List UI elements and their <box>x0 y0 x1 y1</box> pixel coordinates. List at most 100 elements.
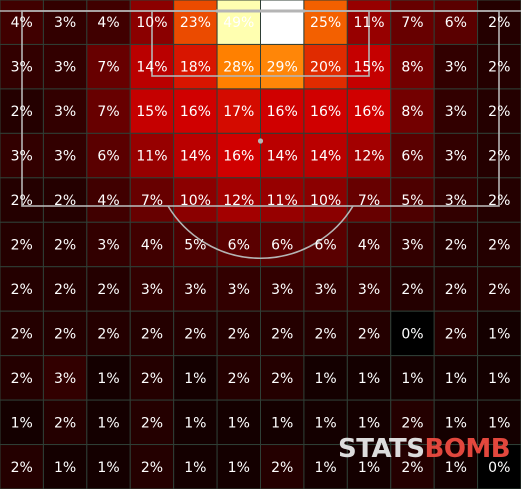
heatmap-cell-label: 7% <box>401 15 423 31</box>
heatmap-cell <box>173 177 218 223</box>
heatmap-cell-label: 4% <box>141 238 163 254</box>
heatmap-cell <box>346 177 392 223</box>
heatmap-cell-label: 2% <box>271 371 293 387</box>
heatmap-cell-label: 25% <box>310 15 341 31</box>
heatmap-cell-label: 15% <box>136 104 167 120</box>
heatmap-cell-label: 14% <box>136 60 167 76</box>
heatmap-cell <box>390 266 435 312</box>
heatmap-cell <box>477 221 521 268</box>
heatmap-cell-label: 14% <box>180 149 211 165</box>
heatmap-cell <box>42 399 88 446</box>
heatmap-cell-label: 1% <box>97 460 119 476</box>
heatmap-cell-label: 23% <box>180 15 211 31</box>
heatmap-cell-label: 1% <box>11 415 33 431</box>
heatmap-cell-label: 18% <box>180 60 211 76</box>
heatmap-cell-label: 4% <box>97 15 119 31</box>
heatmap-cell-label: 12% <box>353 149 384 165</box>
heatmap-cell-label: 1% <box>488 415 510 431</box>
heatmap-cell <box>477 266 521 312</box>
heatmap-cell-label: 7% <box>141 193 163 209</box>
heatmap-cell-label: 1% <box>271 415 293 431</box>
heatmap-cell-label: 3% <box>445 104 467 120</box>
heatmap-cell <box>86 177 131 223</box>
heatmap-cell-label: 2% <box>445 238 467 254</box>
heatmap-cell-label: 1% <box>184 415 206 431</box>
heatmap-cell <box>86 266 131 312</box>
heatmap-cell <box>303 221 348 268</box>
heatmap-cell <box>216 132 261 179</box>
heatmap-cell <box>260 266 305 312</box>
heatmap-cell <box>173 88 218 134</box>
heatmap-cell-label: 0% <box>401 326 423 342</box>
heatmap-cell <box>216 310 261 357</box>
heatmap-cell <box>346 221 392 268</box>
heatmap-cell-label: 2% <box>184 326 206 342</box>
heatmap-cell-label: 3% <box>11 149 33 165</box>
heatmap-cell <box>390 43 435 90</box>
heatmap-cell-label: 1% <box>315 460 337 476</box>
heatmap-cell-label: 15% <box>353 60 384 76</box>
heatmap-cell-label: 2% <box>445 282 467 298</box>
heatmap-cell-label: 2% <box>358 326 380 342</box>
pitch-markings <box>0 9 521 260</box>
heatmap-cell-label: 6% <box>228 238 250 254</box>
heatmap-cell-label: 2% <box>488 60 510 76</box>
heatmap-cell-label: 3% <box>54 149 76 165</box>
heatmap-cell-label: 0% <box>488 460 510 476</box>
heatmap-cell-label: 4% <box>97 193 119 209</box>
heatmap-cell-label: 1% <box>184 371 206 387</box>
heatmap-cell <box>303 266 348 312</box>
heatmap-cell <box>433 88 479 134</box>
heatmap-cell <box>0 399 44 446</box>
heatmap-cell-label: 2% <box>11 282 33 298</box>
heatmap-cell-label: 1% <box>488 371 510 387</box>
heatmap-labels: 4% 3% 4% 10% 23% 49% 53% 25% 11% 7% 6% 2% 3% 3% 7% 14% 1… <box>11 15 511 476</box>
heatmap-cell-label: 2% <box>11 193 33 209</box>
heatmap-cell-label: 3% <box>401 238 423 254</box>
heatmap-cell-label: 1% <box>97 371 119 387</box>
heatmap-cell <box>129 444 175 489</box>
heatmap-cell <box>346 399 392 446</box>
heatmap-cell-label: 2% <box>488 238 510 254</box>
heatmap-cell-label: 16% <box>223 149 254 165</box>
heatmap-cell-label: 2% <box>11 460 33 476</box>
heatmap-cell-label: 16% <box>180 104 211 120</box>
heatmap-cell-label: 1% <box>445 415 467 431</box>
heatmap-cell-label: 2% <box>401 415 423 431</box>
heatmap-cell-label: 2% <box>141 460 163 476</box>
heatmap-cell <box>129 88 175 134</box>
heatmap-cell-label: 7% <box>97 60 119 76</box>
heatmap-cell-label: 2% <box>11 371 33 387</box>
heatmap-cell-label: 2% <box>141 326 163 342</box>
heatmap-cell-label: 11% <box>267 193 298 209</box>
heatmap-cell <box>346 310 392 357</box>
heatmap-cell <box>260 0 305 45</box>
heatmap-cell-label: 3% <box>97 238 119 254</box>
heatmap-cell <box>42 88 88 134</box>
heatmap-cell-label: 16% <box>310 104 341 120</box>
heatmap-cell <box>433 221 479 268</box>
heatmap-cell-label: 6% <box>271 238 293 254</box>
heatmap-cell-label: 29% <box>267 60 298 76</box>
heatmap-cell-label: 5% <box>401 193 423 209</box>
heatmap-cell <box>216 355 261 401</box>
heatmap-cell <box>0 266 44 312</box>
heatmap-cell <box>0 221 44 268</box>
heatmap-cell <box>173 132 218 179</box>
heatmap-cell <box>42 221 88 268</box>
heatmap-cell-label: 2% <box>141 371 163 387</box>
heatmap-cell-label: 10% <box>136 15 167 31</box>
heatmap-cell <box>173 0 218 45</box>
heatmap-cell-label: 28% <box>223 60 254 76</box>
heatmap-cell <box>129 310 175 357</box>
heatmap-cell-label: 6% <box>315 238 337 254</box>
heatmap-cell <box>173 399 218 446</box>
penalty-arc <box>167 205 354 260</box>
heatmap-cell-label: 2% <box>488 104 510 120</box>
heatmap-cell <box>42 0 88 45</box>
heatmap-cell <box>86 444 131 489</box>
heatmap-cell <box>129 177 175 223</box>
heatmap-cell-label: 2% <box>97 326 119 342</box>
heatmap-cell-label: 5% <box>184 238 206 254</box>
